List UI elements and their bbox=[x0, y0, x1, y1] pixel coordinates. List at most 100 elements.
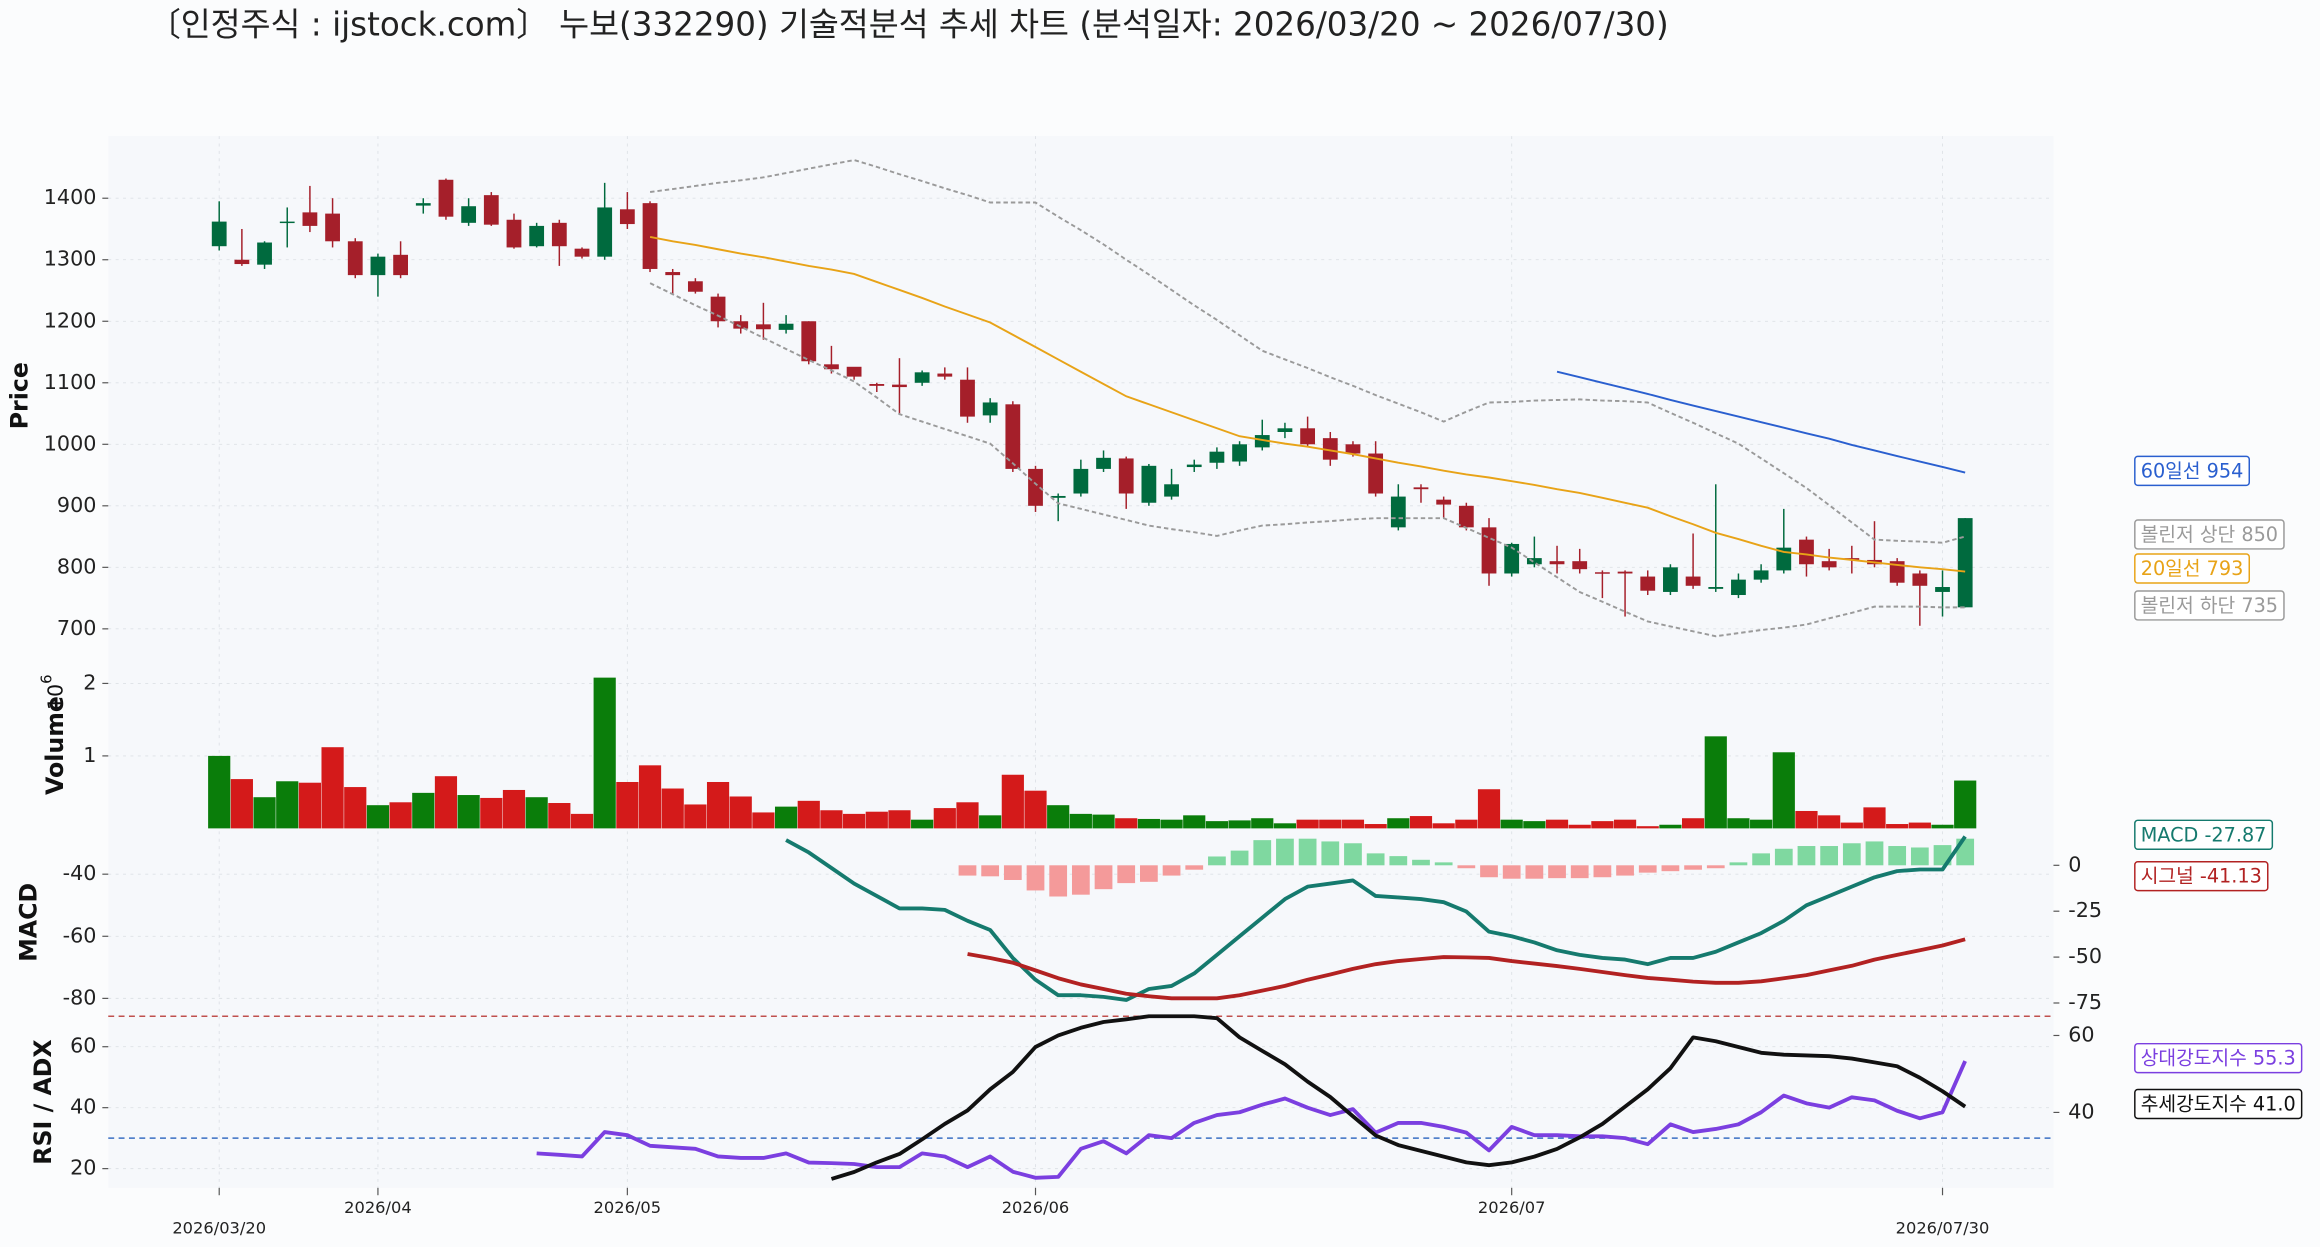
candle-body bbox=[1549, 561, 1565, 565]
candle-body bbox=[1640, 576, 1656, 591]
histogram-bar bbox=[1117, 865, 1136, 884]
volume-bar bbox=[797, 800, 820, 829]
y-axis-label: RSI / ADX bbox=[29, 1039, 57, 1164]
volume-bar bbox=[1024, 790, 1047, 829]
line bbox=[1556, 370, 1966, 474]
volume-bar bbox=[208, 755, 231, 829]
candle-body bbox=[1096, 457, 1111, 469]
histogram-bar bbox=[1774, 848, 1793, 866]
line bbox=[785, 835, 1967, 1002]
volume-bar bbox=[1954, 780, 1977, 829]
volume-bar bbox=[661, 788, 684, 829]
end-label-box bbox=[2134, 519, 2285, 550]
candle-body bbox=[529, 225, 545, 247]
axis-offset: 106 bbox=[39, 674, 68, 710]
candle-body bbox=[1232, 444, 1247, 462]
histogram-bar bbox=[1298, 838, 1317, 866]
volume-bar bbox=[1523, 821, 1546, 829]
histogram-bar bbox=[1865, 841, 1884, 866]
candle-body bbox=[393, 254, 409, 276]
candle-body bbox=[1413, 487, 1429, 490]
x-tick-label: 2026/07 bbox=[1478, 1198, 1546, 1217]
y-tick-label: 800 bbox=[57, 554, 97, 578]
volume-bar bbox=[1364, 824, 1387, 829]
volume-bar bbox=[752, 812, 775, 829]
histogram-bar bbox=[1457, 865, 1476, 869]
end-label-box bbox=[2134, 590, 2285, 621]
candle-body bbox=[1028, 468, 1043, 506]
y-axis-label: MACD bbox=[14, 883, 42, 962]
candle-body bbox=[1912, 573, 1928, 586]
plot-background bbox=[108, 136, 2054, 1188]
volume-bar bbox=[1840, 822, 1863, 829]
candle-body bbox=[1617, 571, 1633, 574]
histogram-bar bbox=[1593, 865, 1612, 878]
candle-body bbox=[1141, 465, 1157, 503]
volume-bar bbox=[774, 806, 798, 829]
volume-bar bbox=[1636, 826, 1659, 829]
volume-bar bbox=[729, 796, 752, 829]
histogram-bar bbox=[1253, 840, 1272, 866]
candle-body bbox=[1073, 468, 1089, 494]
histogram-bar bbox=[1026, 865, 1045, 891]
volume-bar bbox=[1750, 819, 1773, 829]
candle-body bbox=[1708, 587, 1724, 589]
candle-body bbox=[960, 379, 975, 417]
y-tick-label: 1400 bbox=[44, 185, 97, 209]
candle-body bbox=[1368, 453, 1384, 494]
volume-bar bbox=[843, 813, 866, 829]
candle-body bbox=[1005, 404, 1021, 469]
volume-bar bbox=[570, 813, 594, 829]
candle-body bbox=[1572, 561, 1588, 570]
y-axis-label: Volume bbox=[41, 696, 69, 795]
y2-tick-label: 0 bbox=[2068, 852, 2081, 876]
candle-body bbox=[778, 323, 794, 330]
histogram-bar bbox=[1570, 865, 1589, 879]
volume-bar bbox=[389, 802, 412, 829]
volume-bar bbox=[1908, 822, 1931, 829]
candle-body bbox=[733, 321, 749, 329]
histogram-bar bbox=[1003, 865, 1022, 880]
candle-body bbox=[1663, 567, 1678, 592]
histogram-bar bbox=[1502, 865, 1521, 879]
histogram-bar bbox=[1480, 865, 1498, 878]
candle-body bbox=[892, 384, 907, 388]
y2-tick-label: 60 bbox=[2068, 1022, 2094, 1046]
volume-bar bbox=[1500, 819, 1523, 829]
end-label-box bbox=[2134, 1042, 2303, 1074]
candle-body bbox=[619, 209, 635, 225]
candle-body bbox=[1164, 484, 1179, 497]
candle-body bbox=[461, 206, 477, 223]
candle-body bbox=[1957, 518, 1973, 608]
volume-bar bbox=[956, 802, 979, 829]
volume-bar bbox=[1205, 821, 1229, 829]
histogram-bar bbox=[1820, 846, 1839, 866]
histogram-bar bbox=[1366, 853, 1385, 866]
chart-title: 〔인정주식 : ijstock.com〕 누보(332290) 기술적분석 추세… bbox=[148, 6, 1668, 44]
histogram-bar bbox=[1525, 865, 1544, 879]
candle-body bbox=[756, 324, 771, 330]
histogram-bar bbox=[1049, 865, 1068, 897]
line bbox=[536, 1060, 1967, 1180]
candle-body bbox=[483, 195, 499, 225]
end-label-box bbox=[2134, 860, 2269, 892]
candle-body bbox=[1753, 570, 1769, 580]
candle-body bbox=[370, 256, 386, 276]
line bbox=[649, 236, 1966, 573]
histogram-bar bbox=[1638, 865, 1657, 873]
volume-bar bbox=[1409, 816, 1433, 829]
candle-body bbox=[1458, 505, 1474, 528]
volume-bar bbox=[502, 789, 526, 829]
volume-bar bbox=[1795, 810, 1818, 829]
candle-body bbox=[302, 212, 318, 226]
histogram-bar bbox=[1071, 865, 1090, 895]
histogram-bar bbox=[958, 865, 977, 876]
x-tick-label: 2026/04 bbox=[344, 1198, 412, 1217]
volume-bar bbox=[366, 805, 390, 829]
volume-bar bbox=[1341, 819, 1365, 829]
histogram-bar bbox=[1162, 865, 1181, 876]
volume-bar bbox=[911, 819, 934, 829]
volume-bar bbox=[1477, 789, 1501, 829]
y-tick-label: 1200 bbox=[44, 308, 97, 332]
